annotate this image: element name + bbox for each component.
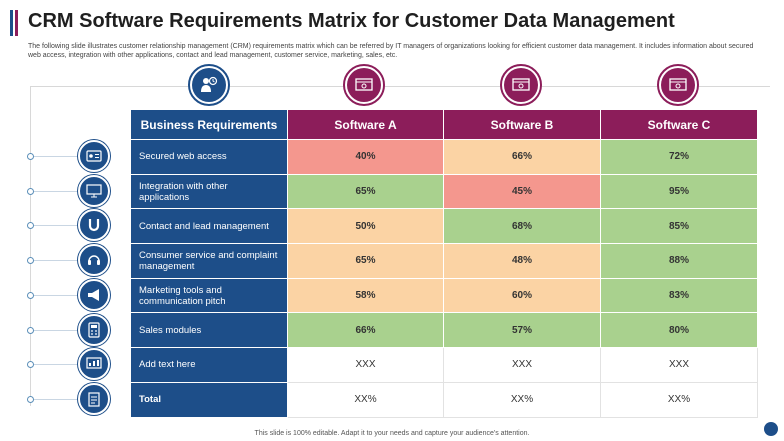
table-row: Marketing tools and communication pitch …	[130, 277, 758, 314]
cell-software-a: 50%	[287, 208, 444, 245]
slide-description: The following slide illustrates customer…	[28, 43, 754, 59]
cell-software-a: 66%	[287, 312, 444, 349]
row-marker	[27, 208, 130, 243]
table-row: Sales modules 66% 57% 80%	[130, 312, 758, 349]
cell-software-c: XXX	[600, 347, 758, 383]
id-card-icon	[78, 140, 110, 172]
magnet-icon	[78, 209, 110, 242]
headset-icon	[78, 244, 110, 277]
row-connector-line	[34, 190, 80, 192]
cell-software-b: 66%	[443, 139, 601, 175]
table-row: Contact and lead management 50% 68% 85%	[130, 208, 758, 245]
cell-software-b: 57%	[443, 312, 601, 349]
row-label: Contact and lead management	[130, 208, 288, 245]
header-software-a: Software A	[287, 109, 444, 140]
cell-software-a: 65%	[287, 173, 444, 210]
row-connector-line	[34, 156, 80, 157]
cell-software-a: 58%	[287, 277, 444, 314]
software-b-monitor-icon	[500, 64, 542, 106]
requirements-matrix-table: Business Requirements Software A Softwar…	[130, 109, 758, 418]
row-dot	[27, 395, 34, 403]
header-software-c: Software C	[600, 109, 758, 140]
footer-note: This slide is 100% editable. Adapt it to…	[254, 430, 530, 437]
row-marker	[27, 174, 130, 209]
cell-software-b: 68%	[443, 208, 601, 245]
row-dot	[27, 257, 34, 265]
cell-software-a: XXX	[287, 347, 444, 383]
cell-software-b: 60%	[443, 277, 601, 314]
cell-software-b: 45%	[443, 173, 601, 210]
row-connector-line	[34, 260, 80, 262]
row-dot	[27, 153, 34, 160]
table-row: Integration with other applications 65% …	[130, 173, 758, 210]
row-connector-line	[34, 329, 80, 331]
software-a-monitor-icon	[343, 64, 385, 106]
frame-left-line	[30, 86, 31, 406]
row-marker	[27, 139, 130, 174]
table-header-row: Business Requirements Software A Softwar…	[130, 109, 758, 140]
cell-software-b: 48%	[443, 243, 601, 279]
table-row-total: Total XX% XX% XX%	[130, 381, 758, 418]
cell-software-b: XX%	[443, 381, 601, 418]
cell-software-c: 95%	[600, 173, 758, 210]
row-marker	[27, 382, 130, 417]
row-dot	[27, 222, 34, 230]
row-label-total: Total	[130, 381, 288, 418]
cell-software-c: 72%	[600, 139, 758, 175]
title-accent-bar-blue	[10, 10, 13, 36]
monitor-icon	[78, 174, 110, 207]
row-connector-line	[34, 225, 80, 227]
title-accent-bar-purple	[15, 10, 18, 36]
row-connector-line	[34, 398, 80, 400]
row-connector-line	[34, 364, 80, 366]
table-row: Secured web access 40% 66% 72%	[130, 139, 758, 175]
cell-software-b: XXX	[443, 347, 601, 383]
row-label: Marketing tools and communication pitch	[130, 277, 288, 314]
table-row: Add text here XXX XXX XXX	[130, 347, 758, 383]
checklist-icon	[78, 382, 110, 415]
dashboard-icon	[78, 348, 110, 381]
cell-software-a: XX%	[287, 381, 444, 418]
corner-decoration	[764, 422, 778, 436]
row-label: Consumer service and complaint managemen…	[130, 243, 288, 279]
slide-title: CRM Software Requirements Matrix for Cus…	[28, 10, 675, 32]
cell-software-c: 85%	[600, 208, 758, 245]
frame-top-line	[30, 86, 770, 87]
cell-software-c: XX%	[600, 381, 758, 418]
row-label: Integration with other applications	[130, 173, 288, 210]
row-dot	[27, 291, 34, 299]
row-marker	[27, 278, 130, 313]
cell-software-c: 88%	[600, 243, 758, 279]
row-label: Secured web access	[130, 139, 288, 175]
row-marker	[27, 347, 130, 382]
header-software-b: Software B	[443, 109, 601, 140]
business-user-icon	[188, 64, 230, 106]
row-label: Add text here	[130, 347, 288, 383]
cell-software-c: 80%	[600, 312, 758, 349]
row-marker	[27, 243, 130, 278]
cell-software-a: 65%	[287, 243, 444, 279]
header-business-requirements: Business Requirements	[130, 109, 288, 140]
cell-software-c: 83%	[600, 277, 758, 314]
software-c-monitor-icon	[657, 64, 699, 106]
row-label: Sales modules	[130, 312, 288, 349]
calculator-icon	[78, 313, 110, 346]
row-dot	[27, 361, 34, 369]
cell-software-a: 40%	[287, 139, 444, 175]
table-row: Consumer service and complaint managemen…	[130, 243, 758, 279]
row-connector-line	[34, 294, 80, 296]
row-dot	[27, 187, 34, 195]
megaphone-icon	[78, 278, 110, 311]
row-marker	[27, 313, 130, 348]
row-dot	[27, 326, 34, 334]
